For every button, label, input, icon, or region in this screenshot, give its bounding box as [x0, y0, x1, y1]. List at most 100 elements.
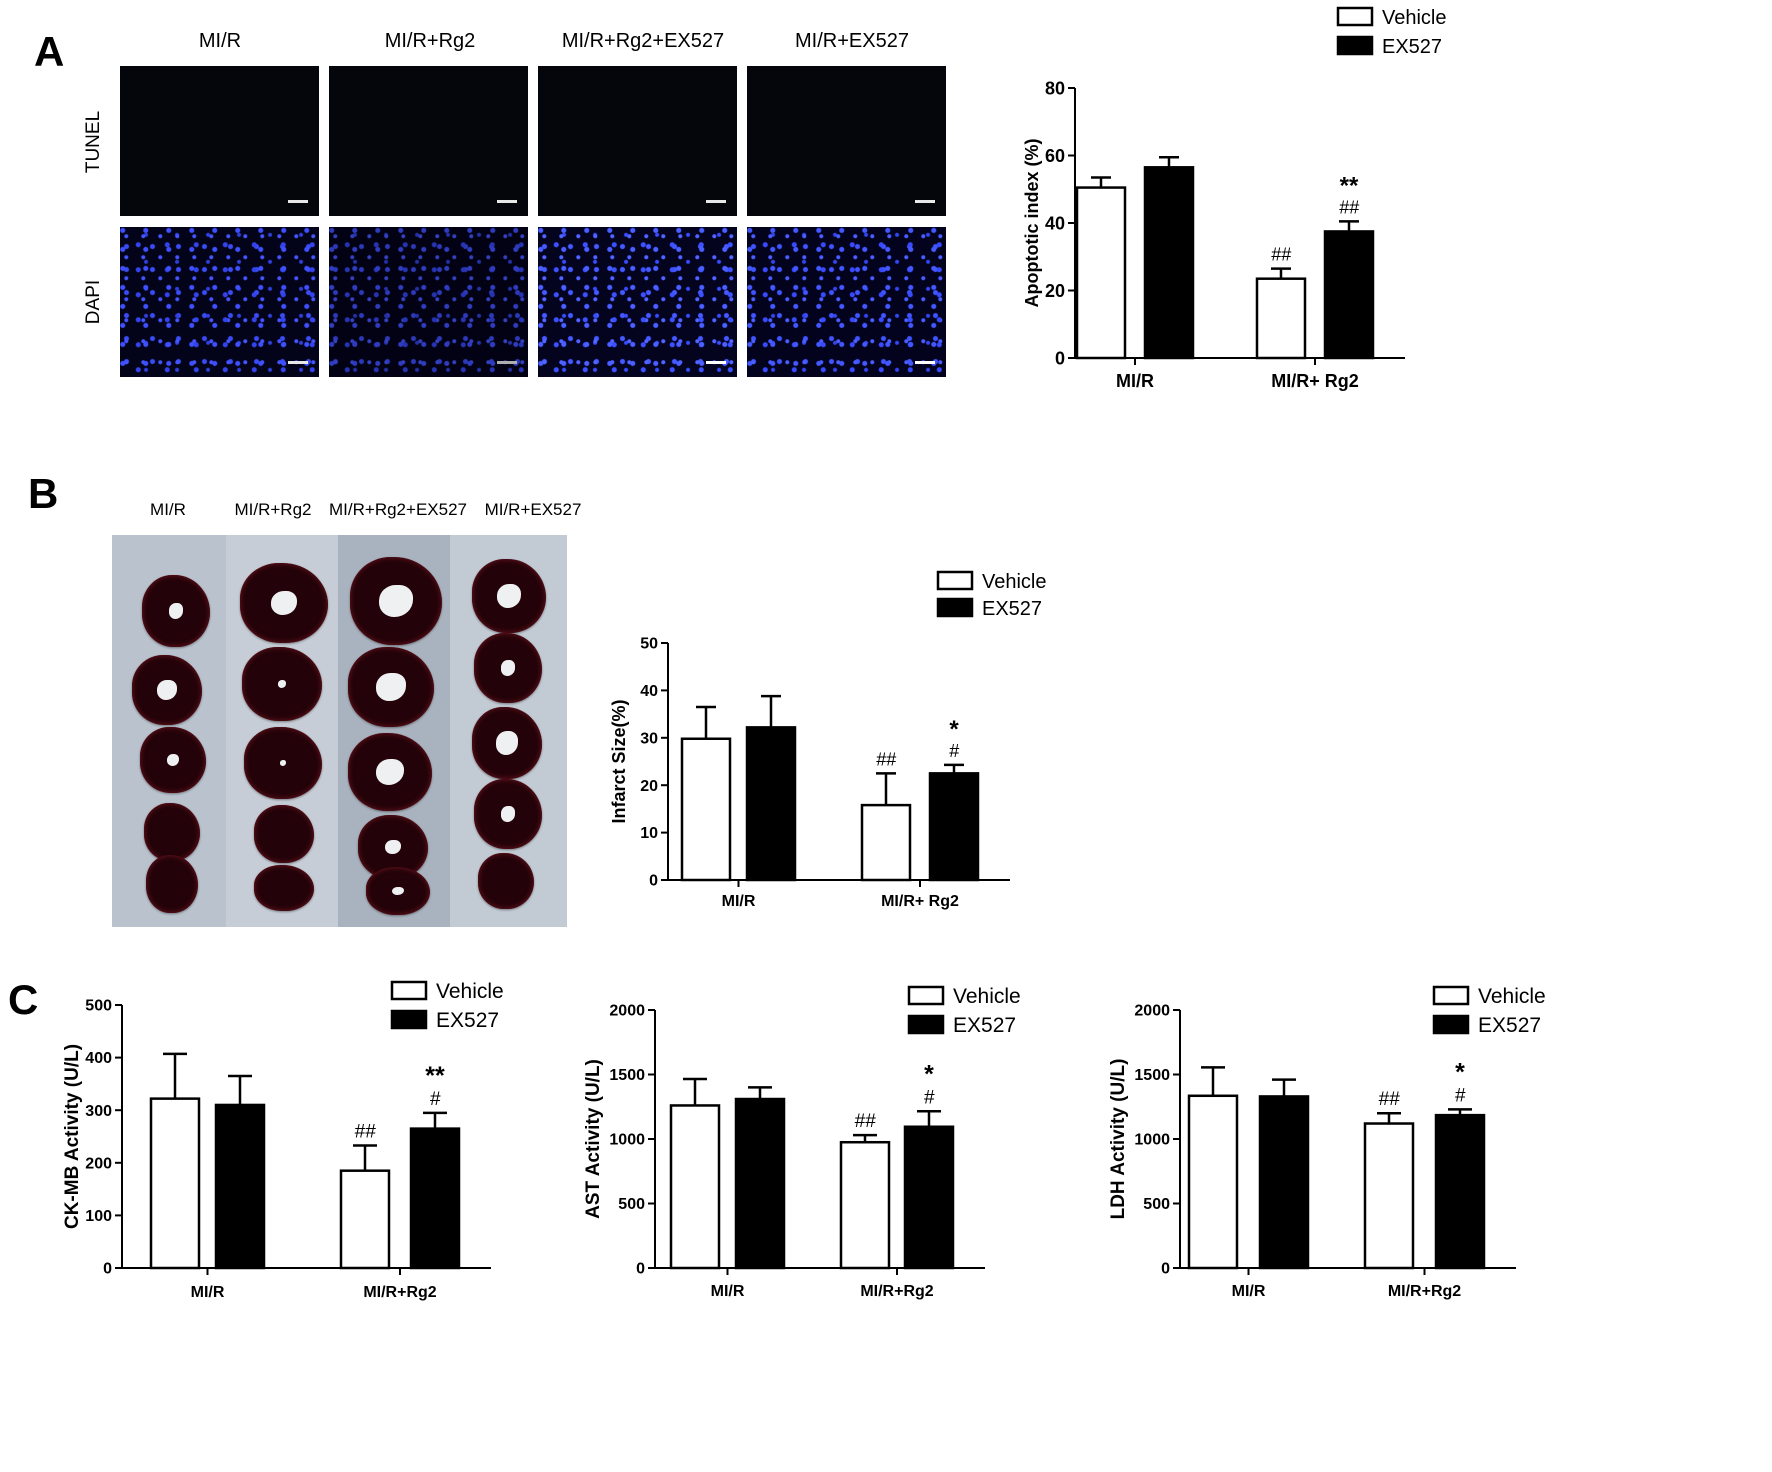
panel-a-label-mir: MI/R [198, 30, 242, 52]
bar [745, 726, 797, 882]
heart-slice [478, 853, 534, 909]
row-label-tunel: TUNEL [83, 110, 104, 174]
significance-mark: # [924, 1087, 935, 1108]
legend-label: Vehicle [982, 571, 1047, 593]
legend-label: Vehicle [953, 985, 1021, 1008]
slice-lumen [495, 731, 519, 755]
x-category-label: MI/R [711, 1283, 745, 1300]
y-axis-label: AST Activity (U/L) [583, 1059, 604, 1219]
panel-b-label-mir-rg2-ex527: MI/R+Rg2+EX527 [329, 500, 467, 519]
y-axis-label: Infarct Size(%) [609, 699, 629, 823]
heart-slice [472, 707, 542, 779]
significance-mark: ## [354, 1121, 376, 1142]
heart-slice [244, 727, 322, 799]
significance-mark: ## [1378, 1089, 1400, 1110]
y-tick-label: 0 [103, 1261, 112, 1278]
slice-lumen [385, 839, 401, 855]
legend-swatch [1432, 985, 1470, 1006]
ckmb-activity-chart: 0 100 200 300 400 500 CK-MB Activity (U/L) MI/R… [62, 980, 504, 1301]
scale-bar [915, 361, 935, 364]
panel-b-label-mir: MI/R [150, 500, 186, 519]
ast-activity-chart: 0 500 1000 1500 2000 AST Activity (U/L) MI/R MI… [583, 985, 1021, 1300]
x-category-label: MI/R+ Rg2 [881, 893, 959, 910]
significance-mark: ## [1271, 245, 1292, 265]
bar [149, 1097, 201, 1270]
legend-label: EX527 [436, 1009, 499, 1032]
bar [1187, 1094, 1239, 1270]
y-tick-label: 40 [1045, 213, 1065, 233]
bar [928, 772, 980, 882]
slice-lumen [167, 754, 179, 766]
significance-mark: # [1455, 1085, 1466, 1106]
significance-mark: * [949, 716, 959, 743]
bar [409, 1127, 461, 1270]
slice-lumen [392, 886, 404, 896]
heart-slice [144, 803, 200, 861]
bar [214, 1103, 266, 1270]
tunel-image-mir-rg2-ex527 [538, 66, 737, 216]
significance-mark: ** [425, 1062, 445, 1090]
bar [669, 1104, 721, 1270]
slice-lumen [500, 806, 516, 822]
slice-lumen [497, 584, 521, 608]
y-tick-label: 100 [85, 1208, 112, 1225]
y-tick-label: 1000 [1134, 1132, 1170, 1149]
bar [1255, 277, 1307, 360]
bar [734, 1097, 786, 1270]
y-tick-label: 2000 [609, 1003, 645, 1020]
apoptotic-index-chart: 0 20 40 60 80 Apoptotic index (%) MI/R MI/R+ Rg… [1022, 6, 1447, 391]
panel-b-label-mir-rg2: MI/R+Rg2 [234, 500, 312, 519]
legend-label: Vehicle [1478, 985, 1546, 1008]
x-category-label: MI/R [191, 1284, 225, 1301]
legend-label: Vehicle [436, 980, 504, 1003]
legend-swatch [907, 1014, 945, 1035]
heart-slice [254, 865, 314, 911]
heart-slice [366, 867, 430, 915]
heart-slice [254, 805, 314, 863]
significance-mark: ** [1340, 172, 1359, 199]
scale-bar [288, 361, 308, 364]
x-category-label: MI/R+Rg2 [1388, 1283, 1461, 1300]
scale-bar [497, 200, 517, 203]
significance-mark: ## [1339, 197, 1360, 217]
heart-slice [348, 733, 432, 811]
y-tick-label: 1500 [1134, 1067, 1170, 1084]
bar [903, 1125, 955, 1270]
x-category-label: MI/R+ Rg2 [1271, 371, 1359, 391]
legend-label: EX527 [1382, 36, 1442, 58]
bar [1143, 166, 1195, 360]
slice-lumen [157, 680, 177, 700]
y-axis-label: Apoptotic index (%) [1022, 139, 1042, 308]
y-tick-label: 0 [649, 873, 658, 890]
slice-lumen [279, 760, 287, 766]
y-tick-label: 500 [1143, 1196, 1170, 1213]
heart-slices-photo [112, 535, 567, 927]
y-tick-label: 30 [640, 730, 658, 747]
y-tick-label: 20 [1045, 281, 1065, 301]
x-category-label: MI/R [1232, 1283, 1266, 1300]
panel-a-label-mir-rg2: MI/R+Rg2 [384, 30, 476, 52]
y-tick-label: 500 [618, 1196, 645, 1213]
y-tick-label: 300 [85, 1103, 112, 1120]
heart-slice [142, 575, 210, 647]
bar [1323, 230, 1375, 360]
legend-label: Vehicle [1382, 7, 1447, 29]
tunel-image-mir-rg2 [329, 66, 528, 216]
legend-swatch [390, 1009, 428, 1030]
bar [1363, 1122, 1415, 1270]
y-axis-label: LDH Activity (U/L) [1108, 1059, 1129, 1220]
y-tick-label: 0 [1055, 348, 1065, 368]
legend-swatch [1336, 35, 1374, 56]
y-tick-label: 500 [85, 998, 112, 1015]
legend-swatch [936, 597, 974, 618]
significance-mark: * [1455, 1058, 1465, 1086]
bar [1075, 186, 1127, 360]
slice-lumen [376, 673, 406, 701]
heart-slice [348, 647, 434, 727]
significance-mark: ## [876, 749, 897, 769]
ldh-activity-chart: 0 500 1000 1500 2000 LDH Activity (U/L) MI/R MI… [1108, 985, 1546, 1300]
legend-swatch [936, 570, 974, 591]
heart-slice [240, 563, 328, 643]
legend-swatch [907, 985, 945, 1006]
x-category-label: MI/R [1116, 371, 1154, 391]
